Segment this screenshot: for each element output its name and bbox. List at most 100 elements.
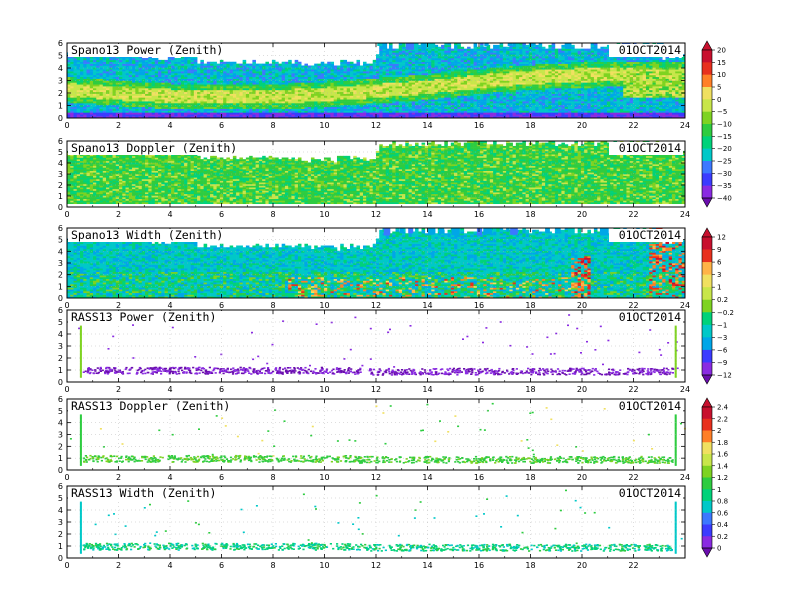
heatmap-cell — [483, 112, 487, 115]
heatmap-cell — [402, 93, 406, 96]
heatmap-cell — [522, 56, 526, 59]
heatmap-cell — [424, 50, 429, 53]
heatmap-cell — [502, 89, 507, 93]
heatmap-cell — [76, 86, 81, 89]
heatmap-cell — [525, 44, 530, 48]
heatmap-cell — [483, 84, 487, 87]
heatmap-cell — [349, 95, 354, 98]
heatmap-cell — [83, 58, 87, 61]
heatmap-cell — [470, 63, 474, 66]
heatmap-cell — [99, 73, 104, 76]
heatmap-cell — [457, 89, 461, 93]
heatmap-cell — [444, 86, 448, 89]
heatmap-cell — [434, 88, 439, 91]
heatmap-cell — [340, 101, 344, 104]
heatmap-cell — [164, 116, 169, 119]
heatmap-cell — [304, 80, 308, 83]
heatmap-cell — [434, 108, 439, 111]
heatmap-cell — [122, 114, 126, 117]
heatmap-cell — [323, 108, 328, 111]
heatmap-cell — [480, 99, 484, 102]
heatmap-cell — [190, 76, 195, 79]
heatmap-cell — [187, 59, 191, 63]
heatmap-cell — [389, 58, 393, 61]
heatmap-cell — [447, 43, 452, 46]
heatmap-cell — [297, 103, 302, 106]
heatmap-cell — [99, 116, 104, 119]
heatmap-cell — [203, 82, 208, 85]
heatmap-cell — [434, 44, 439, 48]
heatmap-cell — [288, 74, 292, 78]
heatmap-cell — [184, 86, 188, 89]
heatmap-cell — [271, 108, 276, 111]
heatmap-cell — [366, 88, 370, 91]
heatmap-cell — [372, 86, 377, 89]
heatmap-cell — [467, 46, 471, 49]
heatmap-cell — [489, 61, 494, 64]
heatmap-cell — [512, 93, 517, 96]
heatmap-cell — [408, 65, 413, 68]
heatmap-cell — [532, 74, 536, 78]
heatmap-cell — [424, 108, 429, 111]
heatmap-cell — [476, 73, 481, 76]
heatmap-cell — [232, 78, 237, 81]
heatmap-cell — [509, 80, 513, 83]
heatmap-cell — [431, 80, 435, 83]
heatmap-cell — [434, 78, 439, 81]
heatmap-cell — [125, 69, 130, 72]
heatmap-cell — [522, 59, 526, 63]
heatmap-cell — [184, 89, 188, 93]
heatmap-cell — [301, 78, 305, 81]
heatmap-cell — [200, 97, 204, 100]
heatmap-cell — [128, 93, 133, 96]
heatmap-cell — [197, 112, 201, 115]
heatmap-cell — [340, 86, 344, 89]
heatmap-cell — [106, 78, 110, 81]
heatmap-cell — [441, 116, 445, 119]
heatmap-cell — [411, 99, 416, 102]
heatmap-cell — [434, 46, 439, 49]
heatmap-cell — [489, 56, 494, 59]
heatmap-cell — [538, 50, 543, 53]
heatmap-cell — [174, 69, 178, 72]
heatmap-cell — [304, 112, 308, 115]
heatmap-cell — [470, 80, 474, 83]
heatmap-cell — [291, 63, 295, 66]
heatmap-cell — [99, 84, 104, 87]
heatmap-cell — [379, 112, 383, 115]
heatmap-cell — [190, 108, 195, 111]
heatmap-cell — [177, 104, 182, 108]
heatmap-cell — [174, 58, 178, 61]
heatmap-cell — [307, 116, 312, 119]
heatmap-cell — [138, 59, 143, 63]
heatmap-cell — [99, 59, 104, 63]
heatmap-cell — [434, 84, 439, 87]
heatmap-cell — [203, 78, 208, 81]
heatmap-cell — [463, 54, 468, 57]
heatmap-cell — [421, 112, 426, 115]
heatmap-cell — [431, 48, 435, 51]
heatmap-cell — [522, 82, 526, 85]
heatmap-cell — [405, 106, 409, 109]
heatmap-cell — [398, 58, 403, 61]
heatmap-cell — [528, 67, 533, 70]
heatmap-cell — [239, 80, 243, 83]
heatmap-cell — [226, 86, 230, 89]
heatmap-cell — [187, 116, 191, 119]
heatmap-cell — [447, 116, 452, 119]
heatmap-cell — [463, 86, 468, 89]
heatmap-cell — [99, 99, 104, 102]
heatmap-cell — [135, 93, 139, 96]
heatmap-cell — [538, 44, 543, 48]
heatmap-cell — [376, 116, 380, 119]
heatmap-cell — [509, 61, 513, 64]
heatmap-cell — [109, 82, 113, 85]
heatmap-cell — [148, 110, 152, 113]
heatmap-cell — [499, 110, 504, 113]
heatmap-cell — [297, 78, 302, 81]
heatmap-cell — [379, 103, 383, 106]
heatmap-cell — [499, 69, 504, 72]
heatmap-cell — [223, 88, 227, 91]
heatmap-cell — [206, 112, 211, 115]
heatmap-cell — [366, 86, 370, 89]
